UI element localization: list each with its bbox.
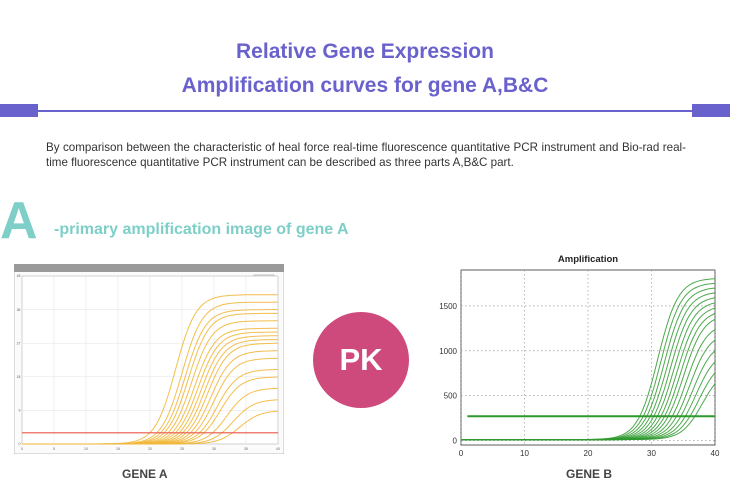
chart-b-x-tick-label: 40 (711, 449, 720, 458)
chart-a-y-tick-label: 9 (19, 409, 21, 413)
chart-b-y-tick-label: 500 (444, 392, 458, 401)
section-letter: A (0, 192, 38, 250)
chart-a-x-tick-label: 40 (276, 447, 280, 451)
chart-a-x-tick-label: 30 (212, 447, 216, 451)
chart-b-x-tick-label: 30 (647, 449, 656, 458)
section-subtitle: -primary amplification image of gene A (54, 221, 349, 238)
chart-a-y-tick-label: 18 (17, 375, 21, 379)
chart-a-x-tick-label: 35 (244, 447, 248, 451)
pk-badge: PK (313, 312, 409, 408)
gene-a-chart: 0 5 10 15 20 25 30 35 40 0 9 18 27 36 45 (14, 264, 284, 454)
chart-a-x-tick-label: 10 (84, 447, 88, 451)
chart-a-x-tick-label: 15 (116, 447, 120, 451)
chart-a-x-tick-label: 0 (21, 447, 23, 451)
header-bar-left (0, 104, 38, 117)
chart-a-y-tick-label: 45 (17, 274, 21, 278)
header-rule (38, 110, 694, 112)
chart-b-y-tick-label: 1500 (439, 302, 457, 311)
chart-b-y-tick-label: 0 (453, 437, 458, 446)
chart-a-y-tick-label: 27 (17, 341, 21, 345)
chart-a-y-tick-label: 36 (17, 308, 21, 312)
chart-b-title: Amplification (558, 254, 618, 265)
chart-a-title-bar (14, 264, 284, 272)
chart-b-x-tick-label: 20 (584, 449, 593, 458)
page-title: Relative Gene Expression (236, 40, 494, 63)
intro-paragraph: By comparison between the characteristic… (46, 141, 686, 169)
gene-a-caption: GENE A (122, 467, 168, 481)
chart-b-y-tick-label: 1000 (439, 347, 457, 356)
chart-a-series-line (22, 410, 279, 445)
chart-b-x-tick-label: 10 (520, 449, 529, 458)
header-bar-right (692, 104, 730, 117)
chart-a-y-tick-label: 0 (19, 442, 21, 446)
gene-b-chart: Amplification 0 10 20 30 40 0 500 1000 1500 (439, 254, 720, 458)
chart-a-x-tick-label: 25 (180, 447, 184, 451)
gene-b-caption: GENE B (566, 467, 613, 481)
chart-a-x-tick-label: 5 (53, 447, 55, 451)
page-subtitle: Amplification curves for gene A,B&C (181, 74, 549, 97)
chart-b-x-tick-label: 0 (459, 449, 464, 458)
chart-a-x-tick-label: 20 (148, 447, 152, 451)
chart-b-series-line (461, 383, 716, 441)
